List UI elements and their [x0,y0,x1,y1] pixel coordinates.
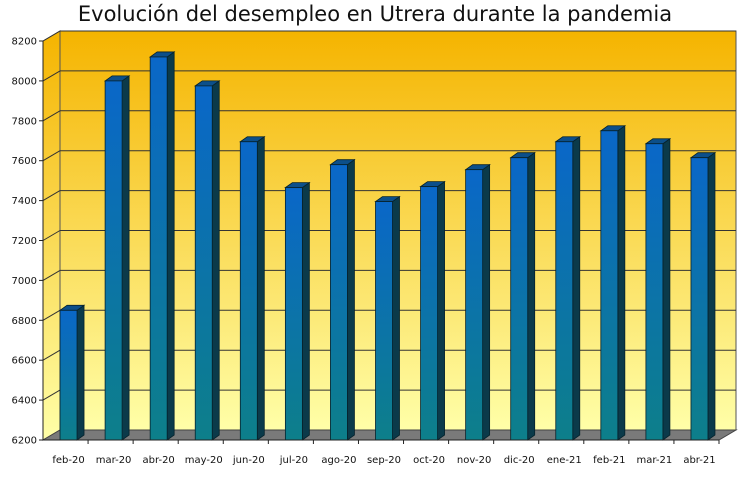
bar-front [194,85,213,441]
x-tick-label: abr-21 [683,455,715,466]
x-tick-label: feb-21 [593,455,625,466]
bar-side [211,80,220,441]
y-tick-label: 7200 [12,236,37,247]
bar-side [301,181,310,441]
bar-side [572,135,581,441]
x-tick-label: dic-20 [504,455,535,466]
bar-front [149,56,168,441]
bar-side [347,158,355,441]
y-tick-label: 6200 [12,436,37,447]
bar-front [239,141,258,441]
bar-side [76,304,85,441]
bar [599,124,627,441]
bar-front [104,80,123,441]
bar-side [437,180,445,441]
bar [103,75,131,441]
bar [464,163,491,441]
y-tick-label: 7400 [12,196,37,207]
x-tick-label: mar-21 [637,455,673,466]
x-tick-label: sep-20 [367,455,401,466]
x-tick-label: nov-20 [457,455,491,466]
x-tick-label: jun-20 [232,455,265,466]
x-axis: feb-20 mar-20 abr-20 may-20 jun-20 jul-20 ago-… [43,439,720,466]
bar-front [59,309,78,441]
bar-front [690,157,709,441]
gridline-side [42,30,61,42]
gridline-side [42,190,61,202]
gridline-side [42,110,61,122]
y-tick-label: 7800 [12,116,37,127]
gridline-side [42,309,61,321]
bar-side [392,195,400,441]
bar-side [707,151,716,441]
y-tick-label: 8200 [12,37,37,48]
bar [419,180,446,441]
x-tick-label: oct-20 [413,455,445,466]
y-tick-label: 7600 [12,156,37,167]
gridline-side [42,349,61,361]
bar-side [527,151,536,441]
bar-front [600,130,619,441]
gridline-side [42,150,61,162]
bar [689,151,717,441]
bar [509,151,536,441]
x-tick-label: ago-20 [321,455,356,466]
gridline-side [42,230,61,241]
x-tick-label: abr-20 [143,455,175,466]
x-tick-label: mar-20 [96,455,132,466]
bar-side [662,137,671,441]
y-axis: 6200 6400 6600 6800 7000 7200 7400 7600 7800 8000… [12,37,44,447]
bar [58,304,86,441]
bar-front [465,169,484,441]
y-tick-label: 6400 [12,396,37,407]
y-tick-label: 6600 [12,356,37,367]
bar-side [482,163,491,441]
y-tick-label: 7000 [12,276,37,287]
bar [193,80,221,441]
bar [374,195,401,441]
x-tick-label: ene-21 [547,455,582,466]
x-tick-label: feb-20 [52,455,84,466]
x-tick-label: may-20 [185,455,223,466]
gridline-side [42,70,61,82]
bar [329,158,356,441]
bar-front [375,201,393,441]
gridline-side [42,389,61,401]
bar [239,135,266,441]
y-tick-label: 6800 [12,316,37,327]
bar [284,181,311,441]
chart-title: Evolución del desempleo en Utrera durant… [77,2,673,26]
bar [554,135,582,441]
bar-front [510,157,529,441]
bar-side [121,75,130,441]
bar [644,137,672,441]
gridline-side [42,269,61,281]
bar-front [420,186,438,441]
bar-front [330,164,348,441]
bars [58,51,717,441]
bar-front [555,141,574,441]
bar-side [617,124,626,441]
bar-side [256,135,265,441]
bar [148,51,176,441]
x-tick-label: jul-20 [279,455,308,466]
bar-front [645,143,664,441]
bar-side [166,51,175,441]
bar-front [284,187,303,441]
y-tick-label: 8000 [12,76,37,87]
